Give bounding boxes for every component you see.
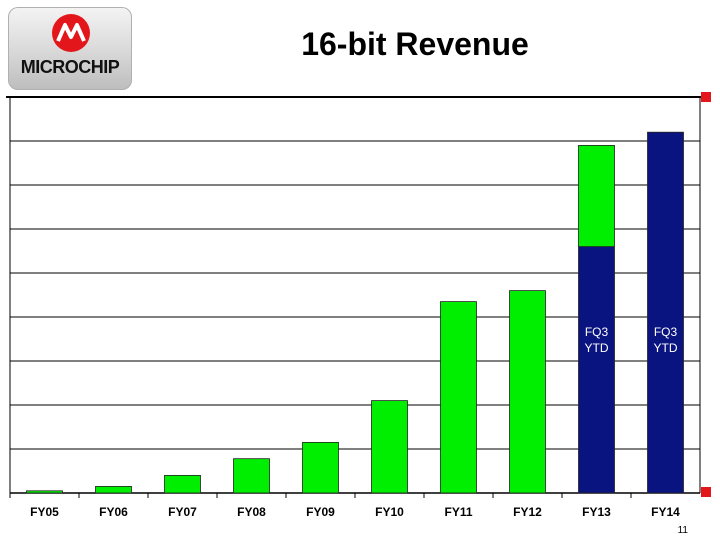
page-number: 11 [677,525,688,536]
bar-annotation-fy14: FQ3 YTD [654,325,678,355]
x-tick-label: FY11 [444,505,472,519]
bar-fy10-series1 [371,400,408,494]
x-tick-label: FY05 [30,505,59,519]
x-tick-label: FY07 [168,505,197,519]
bar-fy13-series0 [578,246,615,494]
slide-title: 16-bit Revenue [301,26,529,62]
company-logo: MICROCHIP [8,7,132,90]
bar-fy07-series1 [164,474,201,494]
x-tick-label: FY10 [375,505,404,519]
logo-text: MICROCHIP [20,57,120,77]
x-tick-label: FY09 [306,505,335,519]
bar-fy05-series1 [26,490,63,494]
bar-fy12-series1 [509,290,546,494]
x-tick-label: FY12 [513,505,542,519]
accent-square-bottom [701,487,711,497]
bar-fy08-series1 [233,458,270,494]
microchip-logo-icon [52,14,90,52]
bar-fy06-series1 [95,485,132,494]
x-tick-label: FY08 [237,505,266,519]
bar-annotation-fy13: FQ3 YTD [585,325,609,355]
bar-fy13-series1 [578,144,615,247]
bar-fy11-series1 [440,301,477,494]
bar-fy09-series1 [302,441,339,494]
x-tick-label: FY06 [99,505,128,519]
accent-square-top [701,92,711,102]
bar-fy14-series0 [647,131,684,494]
x-tick-label: FY14 [651,505,680,519]
x-tick-label: FY13 [582,505,611,519]
